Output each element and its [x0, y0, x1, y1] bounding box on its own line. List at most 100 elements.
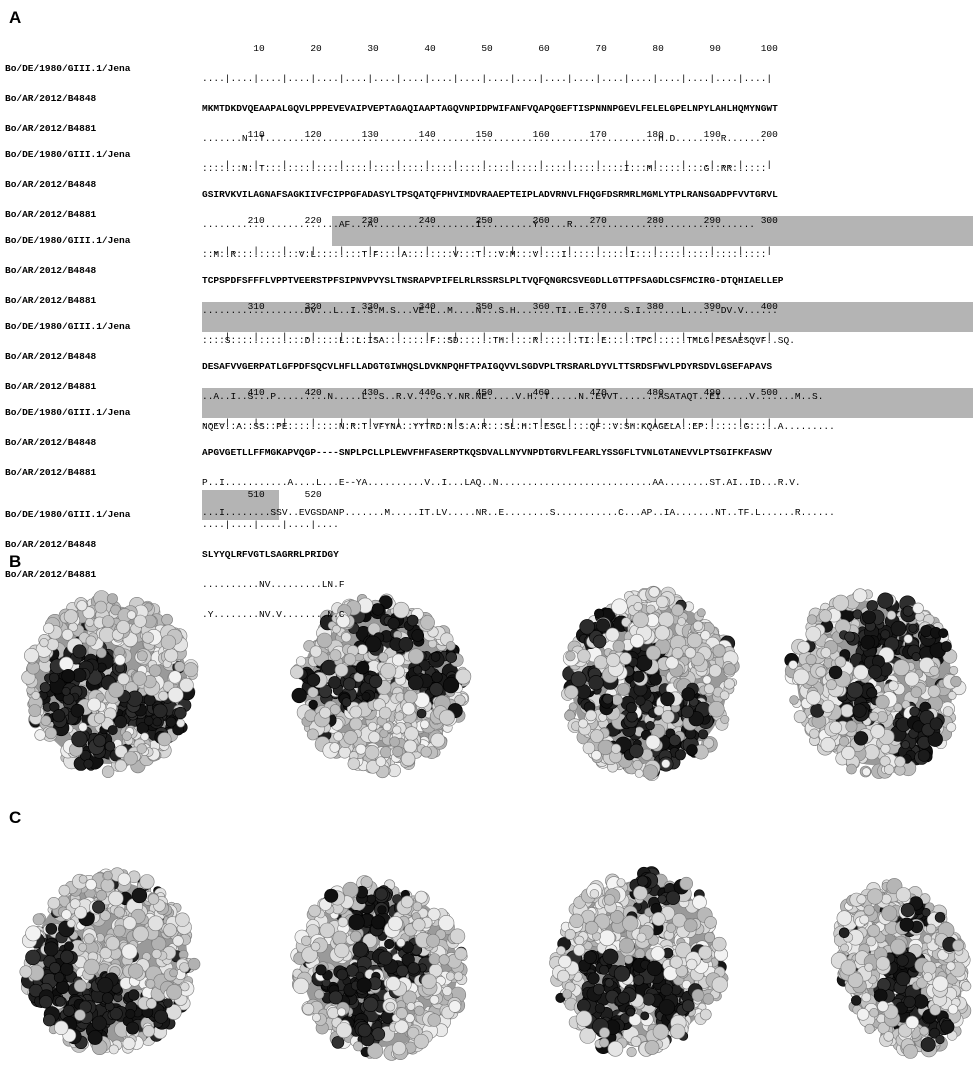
surface-atom-dark	[114, 715, 128, 729]
surface-atom-light	[183, 662, 199, 678]
surface-atom-light	[392, 653, 405, 667]
surface-atom-light	[407, 1026, 420, 1039]
surface-atom-light	[670, 1023, 686, 1040]
surface-atom-light	[703, 737, 715, 749]
surface-atom-dark	[70, 703, 85, 718]
surface-atom-light	[862, 767, 871, 777]
surface-atom-light	[85, 617, 95, 627]
sequence-row: .Y........NV.V........N.C	[202, 609, 345, 620]
surface-atom-light	[306, 728, 319, 741]
surface-atom-light	[593, 655, 608, 670]
surface-atom-dark	[920, 1037, 936, 1052]
surface-atom-light	[632, 759, 643, 771]
surface-atom-light	[720, 715, 730, 725]
surface-atom-light	[636, 932, 647, 943]
sequence-row: .......N..T.............................…	[202, 163, 767, 174]
surface-atom-light	[367, 721, 378, 732]
surface-atom-dark	[356, 977, 372, 993]
surface-atom-light	[54, 1020, 69, 1036]
protein-structure-b4	[784, 588, 967, 779]
surface-atom-dark	[363, 996, 379, 1012]
surface-atom-dark	[291, 687, 307, 704]
surface-atom-dark	[929, 717, 943, 731]
surface-atom-light	[574, 935, 585, 946]
ruler-ticks: ....|....|....|....|....|....|....|....|…	[202, 331, 773, 342]
sequence-row-reference: GSIRVKVILAGNAFSAGKIIVFCIPPGFADASYLTPSQAT…	[202, 189, 778, 200]
surface-atom-dark	[908, 623, 918, 633]
surface-atom-light	[590, 729, 604, 743]
surface-atom-dark	[55, 980, 70, 995]
surface-atom-light	[863, 904, 875, 916]
surface-atom-light	[654, 625, 670, 641]
surface-atom-light	[687, 632, 703, 649]
surface-atom-light	[558, 954, 572, 969]
surface-atom-dark	[306, 673, 321, 687]
surface-atom-light	[160, 634, 176, 650]
sequence-row-reference: TCPSPDFSFFFLVPPTVEERSTPFSIPNVPVYSLTNSRAP…	[202, 275, 784, 286]
surface-atom-dark	[935, 1034, 945, 1045]
surface-atom-light	[841, 746, 856, 761]
surface-atom-dark	[637, 875, 649, 887]
surface-atom-light	[76, 600, 88, 612]
surface-atom-light	[599, 1037, 610, 1048]
surface-atom-light	[562, 989, 573, 999]
surface-atom-dark	[29, 983, 43, 998]
surface-atom-light	[414, 890, 428, 904]
surface-atom-dark	[626, 1007, 636, 1017]
surface-atom-light	[598, 929, 616, 947]
surface-atom-dark	[144, 716, 154, 726]
surface-atom-light	[74, 1009, 86, 1021]
surface-atom-light	[175, 912, 190, 927]
surface-atom-light	[426, 933, 440, 948]
surface-atom-dark	[602, 693, 614, 705]
surface-atom-dark	[579, 619, 595, 635]
surface-atom-light	[316, 632, 333, 649]
sequence-name: Bo/AR/2012/B4881	[5, 381, 97, 392]
surface-atom-light	[564, 685, 579, 700]
surface-atom-dark	[890, 620, 907, 637]
surface-atom-light	[106, 593, 118, 605]
surface-atom-light	[894, 756, 906, 768]
surface-atom-dark	[355, 660, 370, 675]
surface-atom-light	[301, 935, 312, 947]
surface-atom-dark	[93, 734, 107, 748]
ruler-numbers: 410 420 430 440 450 460 470 480 490 500	[202, 387, 778, 398]
sequence-row: ...I........SSV..EVGSDANP.......M.....IT…	[202, 507, 835, 518]
highlight-region	[202, 388, 973, 418]
surface-atom-light	[74, 906, 88, 919]
surface-atom-light	[34, 729, 46, 741]
surface-atom-light	[606, 653, 621, 668]
surface-atom-dark	[107, 725, 118, 736]
surface-atom-light	[453, 971, 464, 982]
surface-atom-dark	[934, 912, 946, 923]
surface-atom-light	[126, 610, 137, 620]
sequence-name: Bo/AR/2012/B4881	[5, 569, 97, 580]
surface-atom-light	[875, 956, 891, 971]
surface-atom-dark	[895, 971, 911, 986]
surface-atom-dark	[411, 629, 424, 642]
surface-atom-light	[632, 611, 649, 628]
surface-atom-dark	[920, 624, 933, 637]
surface-atom-light	[31, 691, 41, 700]
surface-atom-light	[122, 1037, 136, 1051]
ruler-numbers: 110 120 130 140 150 160 170 180 190 200	[202, 129, 778, 140]
surface-atom-light	[83, 933, 95, 945]
surface-atom-dark	[39, 682, 51, 693]
surface-atom-light	[950, 675, 962, 688]
surface-atom-light	[708, 664, 722, 678]
ruler-numbers: 510 520	[202, 489, 322, 500]
surface-atom-dark	[660, 691, 675, 707]
surface-atom-light	[108, 1044, 119, 1055]
surface-atom-light	[611, 694, 623, 706]
sequence-row: ..M..R...........V.L........T.F....A....…	[202, 249, 767, 260]
surface-atom-light	[947, 1004, 959, 1015]
surface-atom-light	[840, 703, 854, 718]
surface-atom-dark	[844, 631, 856, 643]
surface-atom-light	[666, 922, 677, 933]
sequence-name: Bo/DE/1980/GIII.1/Jena	[5, 509, 131, 520]
protein-structure-b3	[561, 585, 740, 781]
surface-atom-light	[421, 973, 437, 990]
surface-atom-light	[319, 706, 332, 719]
surface-atom-light	[343, 653, 357, 666]
surface-atom-light	[723, 678, 735, 690]
